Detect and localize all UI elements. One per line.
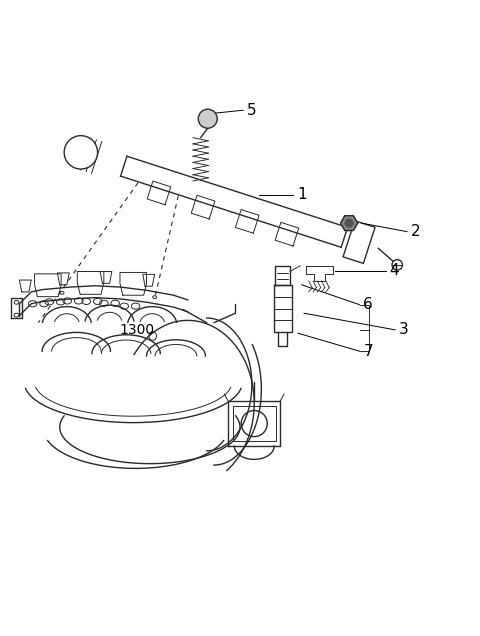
Polygon shape [341,216,358,230]
Text: 3: 3 [399,322,408,337]
Text: 5: 5 [247,102,257,118]
Ellipse shape [345,219,353,228]
Ellipse shape [64,135,97,169]
Text: 1: 1 [297,187,307,202]
Text: 7: 7 [363,343,373,359]
Text: 4: 4 [389,263,399,278]
Ellipse shape [198,109,217,128]
Text: 6: 6 [363,297,373,312]
Text: 2: 2 [411,224,420,239]
Ellipse shape [392,259,402,270]
Text: 1300: 1300 [119,323,154,337]
